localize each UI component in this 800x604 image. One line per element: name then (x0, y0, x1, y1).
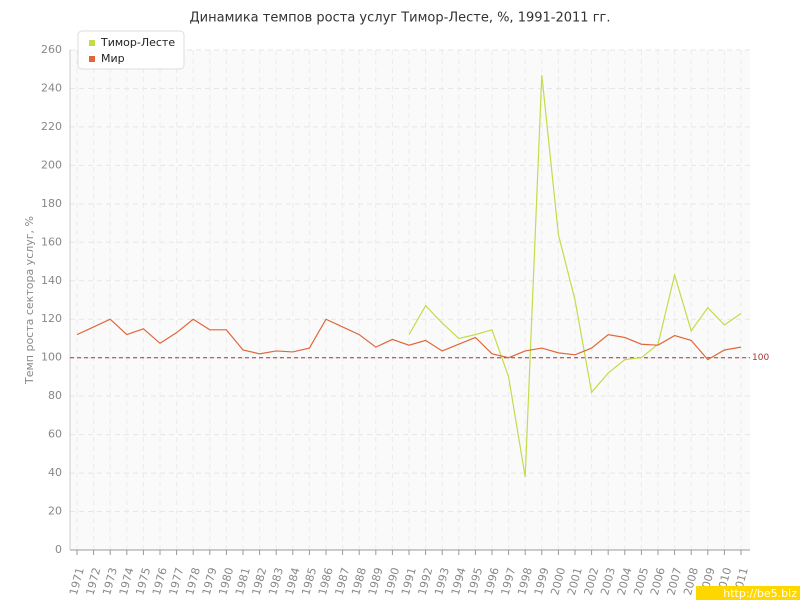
legend-label: Мир (101, 52, 125, 65)
y-tick-label: 160 (41, 235, 62, 248)
chart-title: Динамика темпов роста услуг Тимор-Лесте,… (190, 11, 611, 26)
y-tick-label: 180 (41, 197, 62, 210)
y-tick-label: 260 (41, 43, 62, 56)
y-tick-label: 20 (48, 505, 62, 518)
watermark: http://be5.biz (723, 587, 797, 600)
y-tick-label: 100 (41, 351, 62, 364)
y-tick-label: 40 (48, 466, 62, 479)
y-tick-label: 120 (41, 312, 62, 325)
legend: Тимор-Лесте Мир (77, 30, 185, 70)
y-tick-label: 60 (48, 428, 62, 441)
series-line (76, 318, 742, 361)
y-tick-label: 220 (41, 120, 62, 133)
legend-swatch (89, 40, 95, 46)
watermark-bg (696, 586, 800, 600)
y-tick-label: 240 (41, 81, 62, 94)
series-line (408, 74, 742, 478)
plot-area (70, 50, 750, 550)
y-tick-label: 200 (41, 158, 62, 171)
legend-label: Тимор-Лесте (100, 36, 175, 49)
y-tick-label: 140 (41, 274, 62, 287)
legend-swatch (89, 56, 95, 62)
y-tick-label: 0 (55, 543, 62, 556)
legend-box (77, 30, 185, 70)
y-axis-label: Темп роста сектора услуг, % (23, 216, 36, 385)
reference-label: 100 (752, 353, 769, 363)
y-tick-label: 80 (48, 389, 62, 402)
